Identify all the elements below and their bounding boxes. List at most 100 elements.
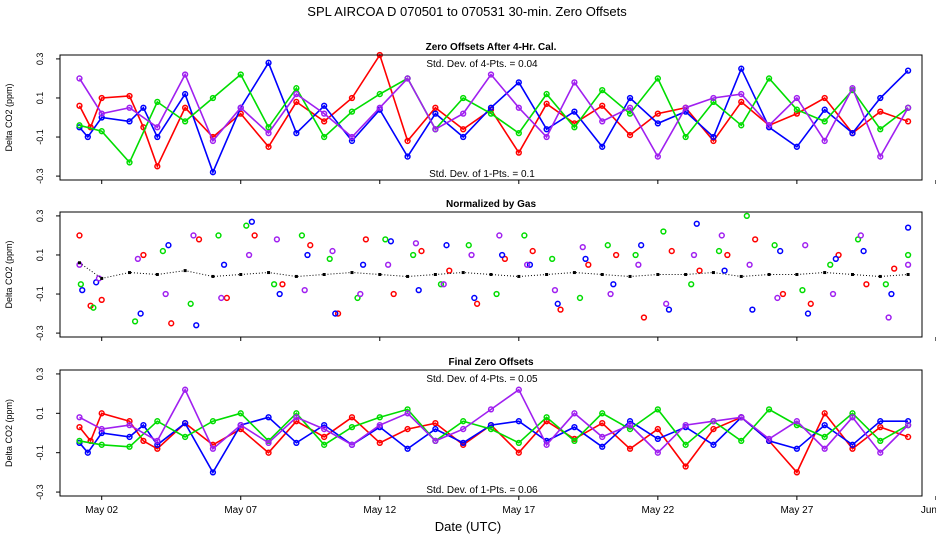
data-point — [350, 271, 354, 275]
data-point — [126, 159, 133, 166]
data-point — [599, 420, 606, 427]
data-point — [877, 449, 884, 456]
data-point — [821, 433, 828, 441]
data-point — [293, 414, 300, 421]
data-point — [849, 85, 856, 92]
series-line — [78, 61, 909, 175]
data-point — [832, 255, 839, 263]
data-point — [543, 100, 550, 107]
data-point — [461, 271, 465, 275]
data-point — [600, 273, 604, 276]
data-point — [126, 433, 133, 441]
data-point — [154, 98, 161, 106]
data-point — [793, 418, 801, 425]
data-point — [193, 322, 200, 329]
data-point — [610, 281, 617, 288]
y-axis-label: Delta CO2 (ppm) — [4, 83, 14, 151]
data-point — [767, 273, 771, 276]
data-point — [710, 441, 717, 448]
data-point — [154, 418, 161, 425]
series-2 — [76, 59, 912, 176]
data-point — [904, 418, 912, 425]
data-point — [159, 247, 167, 255]
x-tick-label: May 17 — [502, 505, 535, 516]
data-point — [239, 273, 243, 276]
data-point — [265, 124, 272, 131]
data-point — [248, 218, 256, 225]
y-tick-label: -0.1 — [35, 445, 45, 461]
data-point — [98, 114, 105, 121]
data-point — [376, 421, 383, 429]
data-point — [362, 236, 370, 243]
data-point — [721, 267, 728, 274]
data-point — [743, 212, 750, 220]
data-point — [446, 267, 453, 274]
data-point — [738, 414, 745, 421]
data-point — [496, 232, 503, 239]
x-tick-label: May 12 — [363, 505, 396, 516]
data-point — [181, 71, 189, 78]
data-point — [821, 118, 828, 125]
data-point — [543, 414, 550, 421]
data-point — [849, 445, 856, 452]
data-point — [209, 137, 217, 145]
data-point — [460, 126, 467, 133]
data-point — [529, 247, 536, 255]
data-point — [154, 124, 161, 131]
data-point — [460, 439, 467, 446]
data-point — [724, 251, 731, 259]
data-point — [98, 441, 105, 448]
data-point — [576, 294, 584, 302]
data-point — [465, 242, 472, 249]
data-point — [710, 133, 717, 141]
data-point — [220, 261, 228, 268]
data-point — [654, 153, 661, 160]
data-point — [654, 449, 661, 456]
data-point — [904, 251, 912, 259]
data-point — [273, 236, 281, 243]
data-point — [460, 94, 467, 102]
data-point — [209, 169, 217, 176]
data-point — [632, 251, 639, 259]
data-point — [79, 286, 86, 294]
data-point — [715, 247, 723, 255]
data-point — [348, 441, 356, 448]
data-point — [877, 423, 884, 431]
data-point — [76, 122, 83, 129]
data-point — [571, 437, 578, 445]
data-point — [738, 65, 745, 72]
data-point — [334, 310, 342, 317]
data-point — [660, 228, 667, 235]
x-tick-label: May 27 — [780, 505, 813, 516]
data-point — [557, 306, 564, 313]
data-point — [821, 106, 828, 113]
data-point — [279, 281, 286, 288]
data-point — [293, 129, 300, 137]
data-point — [487, 425, 495, 433]
series-2 — [76, 414, 912, 476]
data-point — [710, 418, 717, 425]
data-point — [126, 104, 133, 111]
series-line — [78, 416, 909, 475]
data-point — [432, 104, 439, 111]
data-point — [860, 247, 867, 255]
data-point — [348, 423, 356, 431]
data-point — [885, 314, 892, 321]
data-point — [765, 406, 773, 413]
data-point — [332, 310, 339, 317]
data-point — [265, 414, 272, 421]
data-point — [432, 126, 439, 133]
data-point — [321, 110, 328, 117]
y-tick-label: 0.1 — [35, 92, 45, 105]
data-point — [131, 318, 139, 325]
series-line — [78, 411, 909, 474]
data-point — [682, 463, 689, 470]
data-point — [321, 133, 328, 141]
data-point — [209, 469, 217, 476]
data-point — [298, 232, 306, 239]
data-point — [635, 261, 642, 268]
data-point — [294, 274, 298, 278]
data-point — [640, 314, 648, 321]
data-point — [849, 410, 856, 417]
y-tick-label: 0.3 — [35, 53, 45, 66]
